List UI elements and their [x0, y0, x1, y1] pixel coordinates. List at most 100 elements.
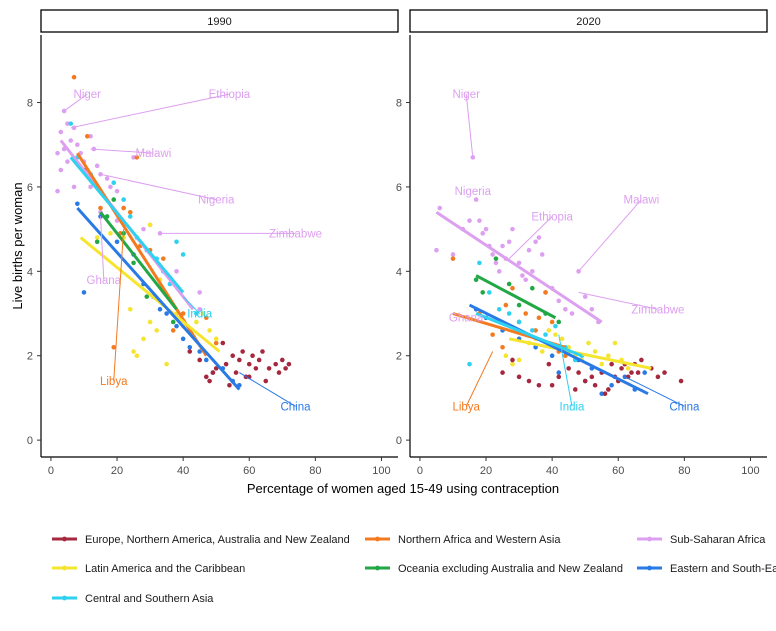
x-tick-label: 80: [309, 465, 321, 477]
data-point-easia: [549, 353, 555, 359]
data-point-ssa: [108, 184, 113, 190]
data-point-europe: [536, 382, 542, 388]
label-leader: [465, 351, 494, 407]
y-tick-label: 4: [27, 266, 33, 278]
country-label: Zimbabwe: [269, 228, 322, 240]
data-point-easia: [114, 239, 120, 245]
data-point-easia: [197, 349, 202, 354]
data-point-europe: [233, 370, 239, 375]
data-point-csasia: [111, 180, 117, 185]
data-point-nafrica: [203, 315, 209, 321]
legend-item-nafrica: Northern Africa and Western Asia: [365, 534, 561, 546]
data-point-latam: [503, 353, 509, 359]
data-point-europe: [207, 378, 212, 384]
legend-item-oceania: Oceania excluding Australia and New Zeal…: [365, 563, 623, 575]
data-point-oceania: [94, 239, 100, 245]
data-point-ssa: [539, 252, 545, 257]
data-point-ssa: [197, 307, 202, 312]
data-point-nafrica: [543, 290, 548, 295]
data-point-latam: [207, 328, 212, 333]
data-point-ssa: [104, 176, 110, 181]
data-point-latam: [108, 231, 113, 236]
data-point-ssa: [589, 307, 595, 312]
data-point-ssa: [434, 247, 439, 253]
x-tick-label: 40: [177, 465, 189, 477]
legend-key-point: [375, 565, 380, 571]
data-point-europe: [572, 387, 578, 392]
legend-key-point: [62, 565, 67, 571]
facet-title: 2020: [576, 16, 600, 28]
x-tick-label: 60: [243, 465, 255, 477]
data-point-ssa: [480, 231, 486, 236]
data-point-europe: [629, 370, 634, 375]
data-point-oceania: [506, 281, 512, 287]
data-point-nafrica: [536, 315, 542, 321]
data-point-europe: [549, 382, 555, 388]
x-tick-label: 0: [48, 465, 54, 477]
data-point-europe: [213, 366, 219, 371]
y-tick-label: 6: [396, 182, 402, 194]
legend: Europe, Northern America, Australia and …: [52, 534, 776, 605]
label-leader: [90, 148, 154, 154]
data-point-nafrica: [84, 133, 90, 139]
label-leader: [182, 296, 201, 314]
data-point-europe: [253, 366, 259, 371]
legend-label: Sub-Saharan Africa: [670, 534, 766, 546]
data-point-easia: [642, 370, 647, 375]
data-point-ssa: [493, 260, 499, 266]
data-point-nafrica: [213, 340, 219, 346]
data-point-nafrica: [71, 74, 77, 80]
data-point-latam: [141, 336, 146, 342]
data-point-nafrica: [533, 328, 538, 333]
y-tick-label: 0: [396, 435, 402, 447]
data-point-nafrica: [500, 344, 505, 350]
legend-key-point: [62, 536, 67, 542]
country-label: Malawi: [135, 148, 171, 160]
data-point-easia: [533, 344, 538, 350]
label-leader: [578, 291, 659, 310]
data-point-easia: [556, 370, 562, 375]
data-point-ssa: [114, 188, 120, 194]
data-point-nafrica: [121, 205, 126, 211]
data-point-europe: [237, 357, 242, 363]
data-point-ssa: [141, 226, 146, 232]
data-point-csasia: [180, 252, 186, 257]
data-point-ssa: [510, 226, 515, 232]
data-point-nafrica: [127, 209, 133, 215]
data-point-latam: [147, 222, 153, 228]
label-leader: [578, 199, 642, 272]
y-tick-label: 4: [396, 266, 402, 278]
data-point-easia: [81, 290, 87, 295]
data-point-europe: [619, 366, 624, 371]
facet-strip: [40, 9, 399, 33]
legend-label: Northern Africa and Western Asia: [398, 534, 561, 546]
data-point-ssa: [520, 273, 525, 278]
label-leader: [100, 173, 217, 201]
data-point-europe: [589, 374, 595, 380]
data-point-nafrica: [450, 256, 456, 261]
data-point-easia: [164, 311, 169, 316]
data-point-easia: [203, 357, 209, 363]
data-point-europe: [283, 366, 288, 371]
data-point-easia: [75, 201, 80, 207]
data-point-nafrica: [170, 328, 176, 333]
data-point-ssa: [533, 239, 538, 245]
trend-line-csasia: [69, 156, 185, 294]
legend-item-easia: Eastern and South-Eastern Asia: [637, 563, 776, 575]
data-point-europe: [223, 361, 229, 367]
data-point-nafrica: [180, 311, 186, 316]
data-point-csasia: [496, 307, 502, 312]
data-point-oceania: [111, 197, 117, 202]
x-tick-label: 100: [372, 465, 390, 477]
data-point-ssa: [58, 167, 64, 173]
data-point-oceania: [144, 294, 150, 299]
data-point-easia: [180, 336, 186, 342]
y-tick-label: 2: [27, 351, 33, 363]
data-point-ssa: [55, 150, 60, 156]
x-tick-label: 20: [480, 465, 492, 477]
label-leader: [624, 376, 685, 407]
country-label: Libya: [100, 376, 128, 388]
data-point-europe: [678, 378, 684, 384]
